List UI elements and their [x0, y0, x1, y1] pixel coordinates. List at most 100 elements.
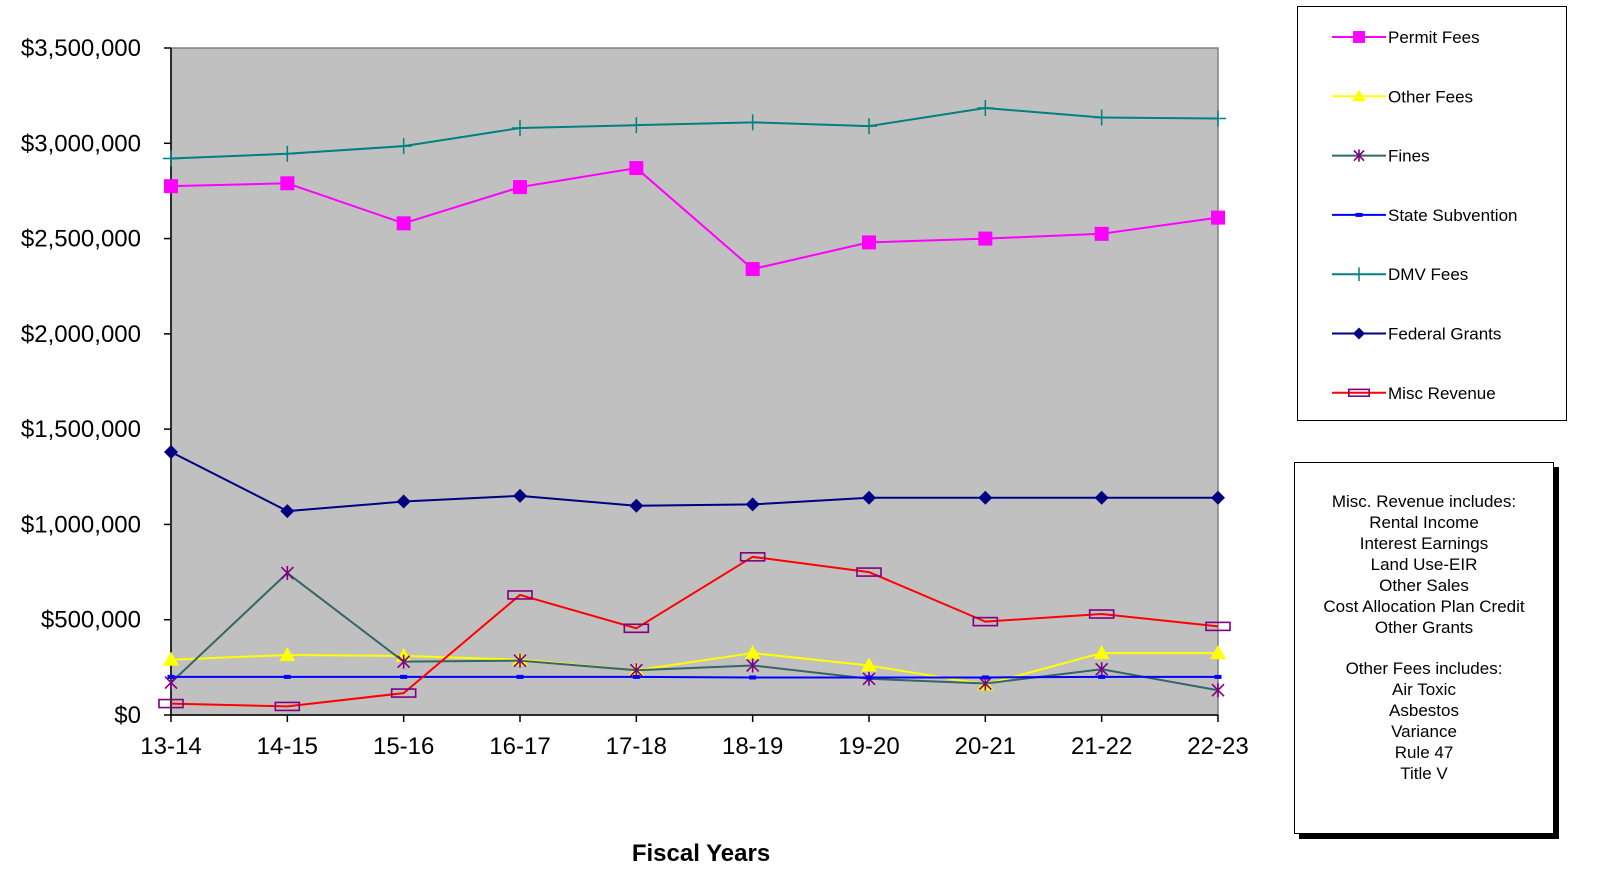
series-permit-fees	[164, 161, 1225, 277]
legend-item: Other Fees	[1332, 87, 1473, 106]
legend-item: State Subvention	[1332, 206, 1517, 225]
data-point	[395, 138, 412, 155]
y-tick-label: $3,000,000	[21, 130, 141, 157]
data-point	[279, 646, 296, 661]
data-point	[1210, 645, 1226, 660]
legend-label: Permit Fees	[1388, 28, 1480, 47]
data-point	[164, 179, 178, 194]
data-point	[1352, 267, 1366, 281]
legend-label: State Subvention	[1388, 206, 1517, 225]
series-line	[170, 652, 1218, 686]
series-line	[170, 167, 1219, 271]
data-point	[1211, 490, 1225, 505]
data-point	[981, 675, 989, 680]
data-point	[163, 651, 179, 666]
data-point	[1214, 674, 1222, 679]
series-state-subvention	[167, 674, 1222, 680]
y-tick-label: $500,000	[41, 607, 141, 634]
data-point	[632, 674, 640, 679]
legend-label: Fines	[1388, 147, 1430, 166]
plot-area	[170, 47, 1219, 716]
data-point	[513, 180, 527, 195]
data-point	[516, 674, 524, 679]
y-tick-label: $2,000,000	[21, 321, 141, 348]
x-tick-label: 22-23	[1187, 733, 1248, 760]
x-tick-label: 18-19	[722, 733, 783, 760]
data-point	[1355, 212, 1363, 217]
data-point	[623, 623, 650, 634]
data-point	[861, 118, 877, 135]
series-line	[171, 675, 1218, 679]
data-point	[744, 114, 761, 131]
data-point	[746, 658, 760, 673]
legend-label: Federal Grants	[1388, 325, 1501, 344]
x-tick-label: 20-21	[955, 733, 1016, 760]
legend-entries: Permit Fees Other Fees Fines State Subventi…	[1332, 28, 1517, 403]
misc-revenue-note: Misc. Revenue includes: Rental Income In…	[1295, 491, 1553, 638]
y-axis-ticks: $0 $500,000 $1,000,000 $1,500,000 $2,000,000…	[21, 35, 171, 729]
data-point	[629, 498, 644, 513]
series-line	[170, 451, 1218, 513]
data-point	[513, 653, 527, 668]
note-line: Misc. Revenue includes:	[1331, 492, 1517, 511]
legend-item: Federal Grants	[1332, 325, 1501, 344]
legend-label: DMV Fees	[1388, 265, 1468, 284]
y-tick-label: $0	[114, 702, 141, 729]
data-point	[629, 161, 644, 176]
data-point	[274, 701, 301, 712]
x-tick-label: 16-17	[489, 733, 550, 760]
data-point	[396, 216, 411, 231]
legend-item: Fines	[1332, 147, 1430, 166]
data-point	[745, 497, 760, 512]
y-tick-label: $2,500,000	[21, 226, 141, 253]
legend-item: Permit Fees	[1332, 28, 1480, 47]
revenue-notes-box: Misc. Revenue includes: Rental Income In…	[1294, 462, 1554, 834]
note-line: Rule 47	[1394, 743, 1454, 762]
data-point	[861, 657, 877, 672]
data-point	[280, 504, 295, 519]
data-point	[396, 494, 411, 509]
data-point	[1347, 388, 1370, 397]
note-line: Air Toxic	[1392, 680, 1456, 699]
note-line: Variance	[1391, 722, 1457, 741]
x-tick-label: 14-15	[257, 733, 318, 760]
data-point	[856, 567, 882, 577]
data-point	[1088, 609, 1115, 619]
note-line: Asbestos	[1389, 701, 1459, 720]
data-point	[513, 488, 527, 503]
note-line: Land Use-EIR	[1370, 555, 1478, 574]
data-point	[865, 675, 873, 680]
y-tick-label: $1,500,000	[21, 416, 141, 443]
x-axis-title: Fiscal Years	[632, 840, 770, 867]
x-tick-label: 19-20	[838, 733, 899, 760]
x-tick-label: 15-16	[373, 733, 434, 760]
data-point	[1205, 621, 1231, 632]
x-tick-label: 13-14	[140, 733, 201, 760]
other-fees-note: Other Fees includes: Air Toxic Asbestos …	[1295, 658, 1553, 784]
data-point	[1353, 31, 1365, 43]
legend-item: DMV Fees	[1332, 265, 1468, 284]
data-point	[1093, 645, 1110, 660]
data-point	[280, 176, 295, 191]
data-point	[164, 445, 178, 460]
data-point	[512, 120, 528, 137]
y-tick-label: $3,500,000	[21, 35, 141, 62]
data-point	[629, 663, 643, 678]
data-point	[390, 688, 417, 698]
note-line: Cost Allocation Plan Credit	[1323, 597, 1525, 616]
note-line: Other Fees includes:	[1345, 659, 1503, 678]
data-point	[1095, 662, 1109, 677]
x-axis-ticks: 13-14 14-15 15-16 16-17 17-18 18-19 19-20 20-21…	[140, 715, 1249, 760]
note-line: Other Sales	[1379, 576, 1469, 595]
data-point	[279, 145, 296, 162]
series-federal-grants	[164, 445, 1225, 519]
series-dmv-fees	[163, 100, 1226, 167]
note-line: Other Grants	[1374, 618, 1474, 637]
data-point	[978, 231, 993, 246]
data-point	[1210, 110, 1226, 127]
data-point	[1093, 109, 1110, 126]
data-point	[1211, 683, 1225, 698]
note-line: Interest Earnings	[1359, 534, 1489, 553]
legend-item: Misc Revenue	[1332, 384, 1496, 403]
